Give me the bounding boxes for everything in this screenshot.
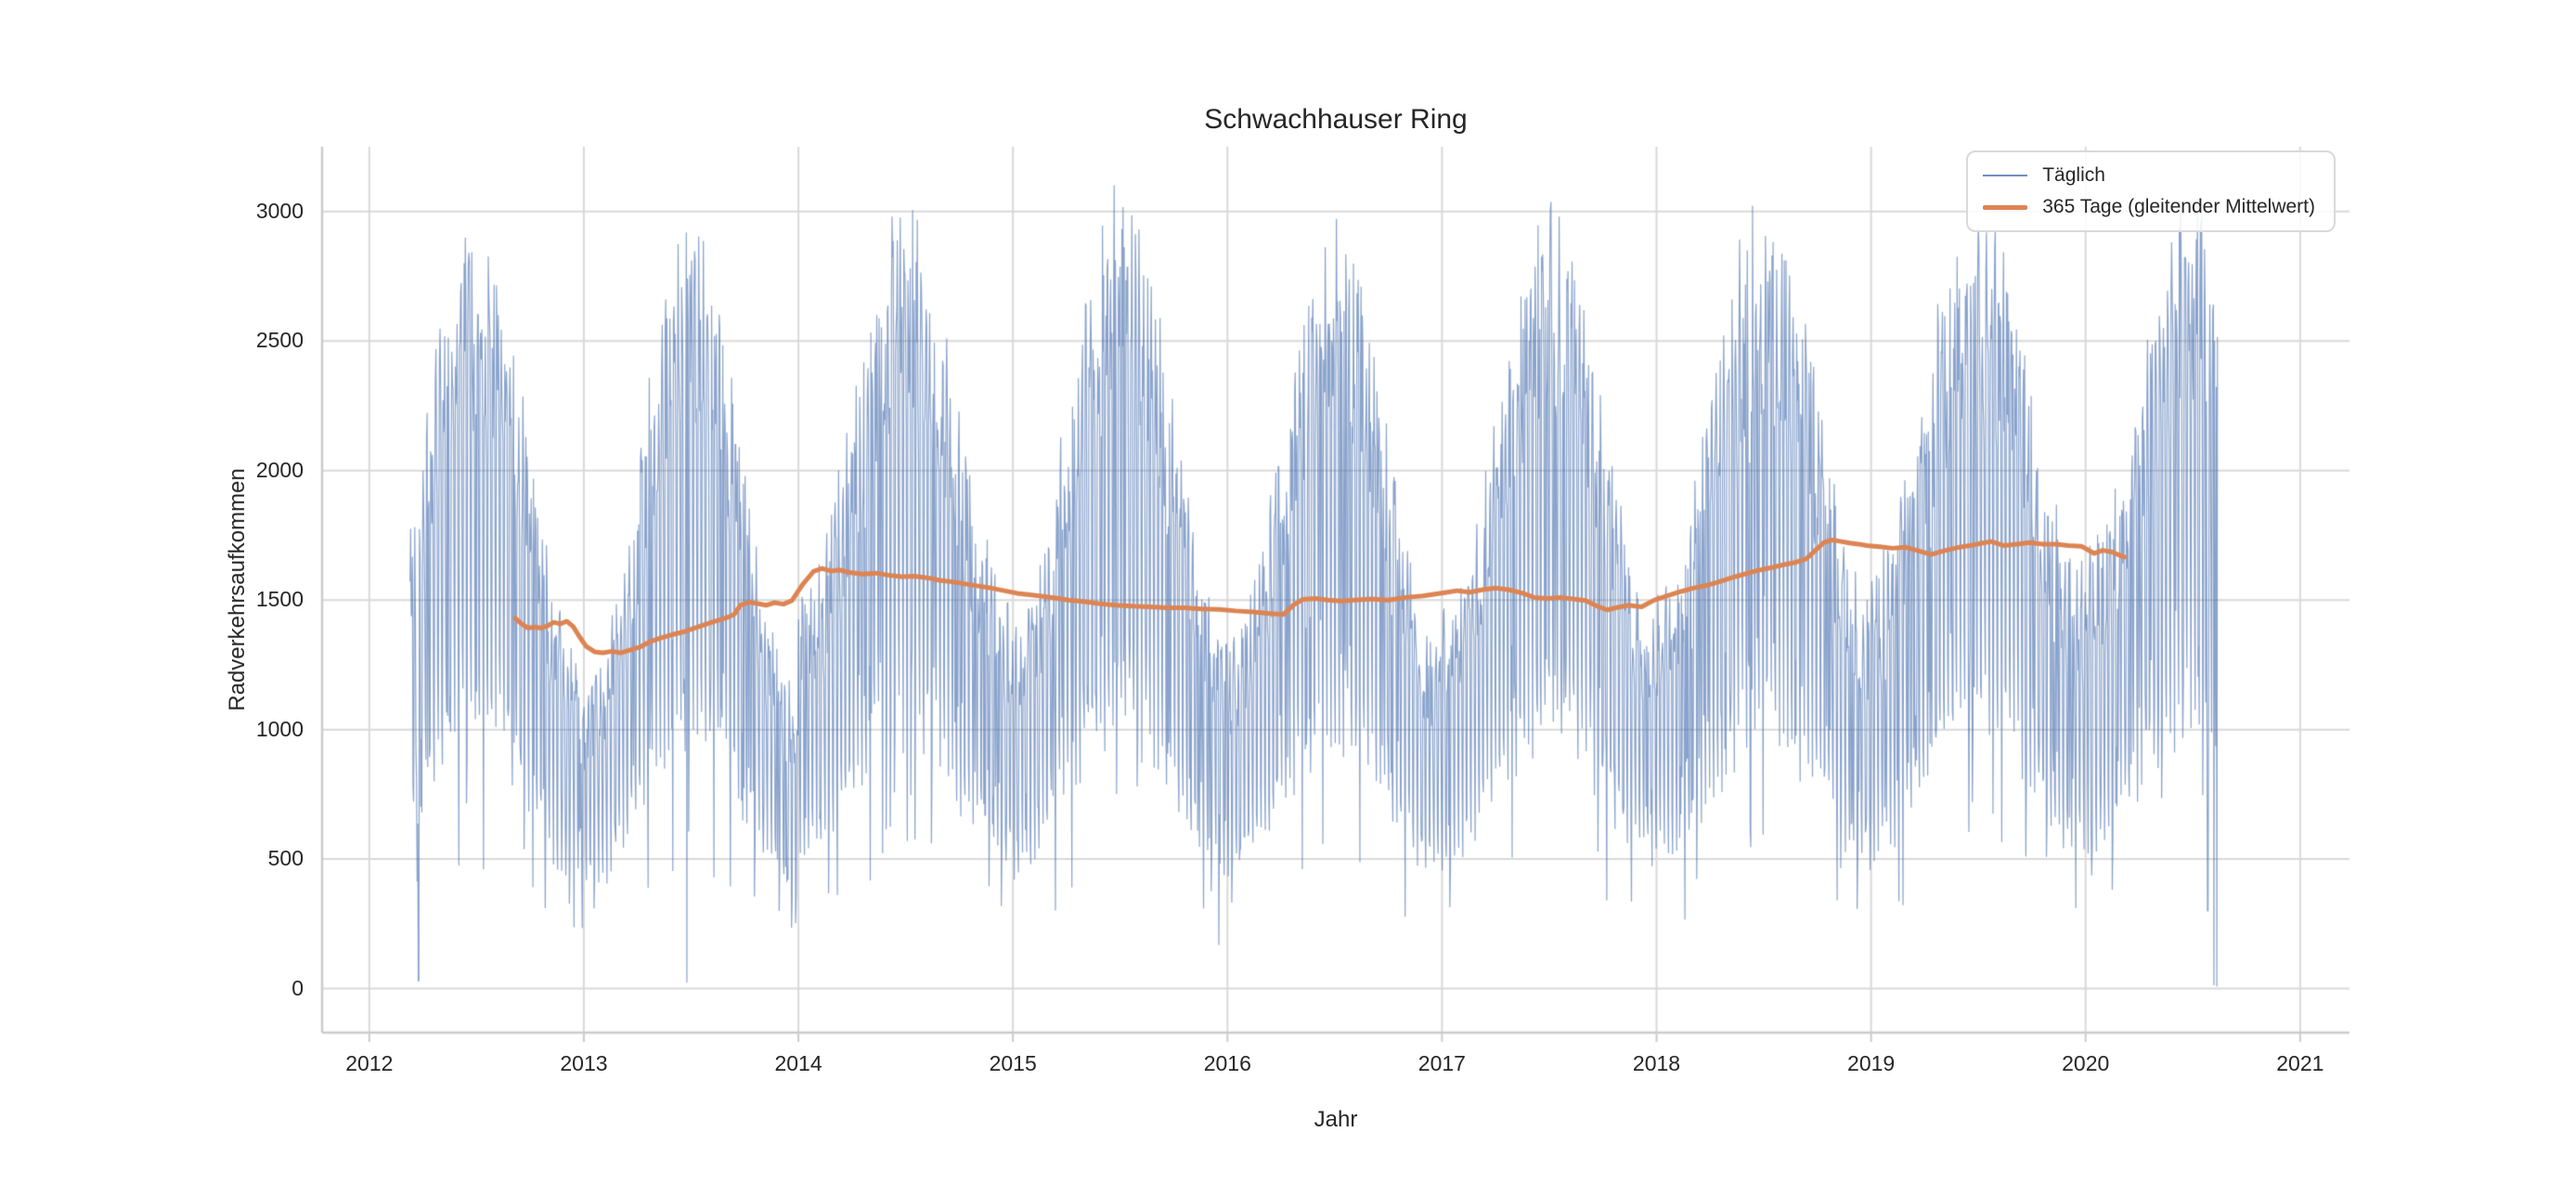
legend-line-sample-rolling-mean [1983, 204, 2028, 210]
chart-title: Schwachhauser Ring [1204, 104, 1468, 135]
x-tick-label: 2013 [560, 1051, 608, 1075]
x-tick-label: 2021 [2276, 1051, 2324, 1075]
y-tick-label: 2500 [255, 328, 304, 353]
x-tick-label: 2017 [1417, 1051, 1466, 1075]
x-tick-label: 2015 [989, 1051, 1037, 1075]
x-tick-label: 2019 [1847, 1051, 1896, 1075]
legend: Täglich 365 Tage (gleitender Mittelwert) [1966, 150, 2336, 232]
legend-label-daily: Täglich [2042, 164, 2105, 186]
x-tick-label: 2018 [1632, 1051, 1681, 1075]
legend-entry-daily: Täglich [1983, 163, 2315, 188]
x-axis-label: Jahr [1314, 1107, 1358, 1132]
x-tick-label: 2020 [2062, 1051, 2110, 1075]
y-tick-label: 3000 [255, 198, 304, 223]
x-tick-label: 2016 [1203, 1051, 1251, 1075]
x-tick-label: 2014 [774, 1051, 822, 1075]
y-tick-label: 0 [291, 975, 304, 1000]
y-tick-label: 1500 [255, 587, 304, 612]
legend-line-sample-daily [1983, 175, 2028, 176]
legend-entry-rolling-mean: 365 Tage (gleitender Mittelwert) [1983, 195, 2315, 219]
x-tick-label: 2012 [345, 1051, 394, 1075]
legend-label-rolling-mean: 365 Tage (gleitender Mittelwert) [2042, 196, 2315, 217]
y-tick-label: 500 [267, 846, 304, 871]
y-tick-label: 1000 [255, 716, 304, 741]
y-tick-label: 2000 [255, 457, 304, 482]
